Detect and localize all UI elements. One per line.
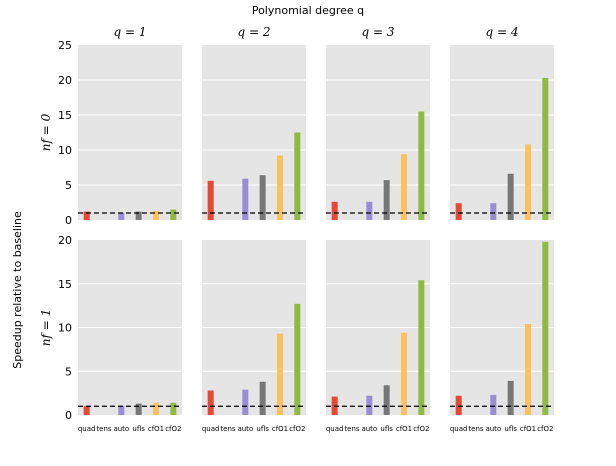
x-tick-label: quad [450,425,468,433]
bar-cfO2 [418,111,425,220]
x-tick-label: tens [96,425,111,433]
x-tick-label: auto [361,425,377,433]
bar-cfO1 [525,324,531,415]
bar-quad [83,406,90,415]
x-tick-label: cfO1 [272,425,288,433]
y-tick-label: 10 [58,144,72,157]
bar-ufls [259,381,266,415]
panel-background [450,45,554,220]
figure-title: Polynomial degree q [252,4,364,17]
bar-quad [207,180,214,220]
y-tick-label: 15 [58,278,72,291]
x-tick-label: tens [344,425,359,433]
x-tick-label: auto [485,425,501,433]
bar-cfO1 [277,333,283,415]
bar-ufls [507,173,514,220]
bar-auto [366,201,373,220]
row-label: nf = 1 [39,309,53,347]
y-tick-label: 20 [58,234,72,247]
x-tick-label: auto [113,425,129,433]
bar-auto [490,203,497,220]
bar-quad [455,203,462,220]
bar-auto [118,213,125,220]
bar-quad [83,211,90,220]
bar-ufls [135,403,142,415]
x-tick-label: ufls [504,425,517,433]
bar-auto [490,394,497,415]
x-tick-label: quad [202,425,220,433]
x-tick-label: quad [326,425,344,433]
column-title: q = 4 [486,25,519,39]
bar-ufls [135,211,142,220]
bar-auto [118,406,125,415]
bar-quad [455,395,462,415]
bar-cfO1 [525,144,531,220]
x-tick-label: cfO2 [537,425,553,433]
bar-cfO2 [418,280,425,415]
bar-auto [242,389,249,415]
bar-auto [242,178,249,220]
y-tick-label: 5 [65,365,72,378]
x-tick-label: cfO2 [165,425,181,433]
panel-background [326,45,430,220]
panel-background [78,45,182,220]
column-title: q = 1 [114,25,147,39]
y-tick-label: 0 [65,214,72,227]
row-label: nf = 0 [39,113,53,151]
bar-ufls [259,175,266,220]
x-tick-label: tens [220,425,235,433]
bar-ufls [383,385,390,415]
bar-cfO2 [170,209,177,220]
bar-cfO1 [153,402,159,415]
y-tick-label: 10 [58,322,72,335]
bar-cfO2 [294,303,301,415]
y-tick-label: 5 [65,179,72,192]
x-tick-label: ufls [380,425,393,433]
bar-cfO2 [542,77,549,221]
y-tick-label: 15 [58,109,72,122]
panel-background [202,45,306,220]
bar-cfO1 [401,332,407,415]
bar-cfO2 [542,241,549,415]
bar-cfO1 [277,155,283,220]
bar-ufls [507,380,514,415]
bar-cfO2 [294,132,301,220]
bar-quad [207,390,214,415]
bar-quad [331,201,338,220]
panels-group: 0 5 10 15 20 25 q = 1 nf = 0 q = 2 q = 3 q = 4 0 5 10… [39,25,554,433]
x-tick-label: tens [468,425,483,433]
x-tick-label: auto [237,425,253,433]
x-tick-label: cfO2 [289,425,305,433]
y-tick-label: 0 [65,409,72,422]
bar-ufls [383,180,390,220]
y-tick-label: 25 [58,39,72,52]
x-tick-label: quad [78,425,96,433]
bar-cfO1 [153,210,159,220]
figure-y-axis-label: Speedup relative to baseline [11,211,24,369]
bar-auto [366,395,373,415]
x-tick-label: cfO1 [520,425,536,433]
x-tick-label: ufls [256,425,269,433]
bar-cfO1 [401,154,407,220]
x-tick-label: ufls [132,425,145,433]
x-tick-label: cfO2 [413,425,429,433]
x-tick-label: cfO1 [396,425,412,433]
bar-cfO2 [170,402,177,415]
y-tick-label: 20 [58,74,72,87]
x-tick-label: cfO1 [148,425,164,433]
column-title: q = 3 [362,25,395,39]
column-title: q = 2 [238,25,271,39]
